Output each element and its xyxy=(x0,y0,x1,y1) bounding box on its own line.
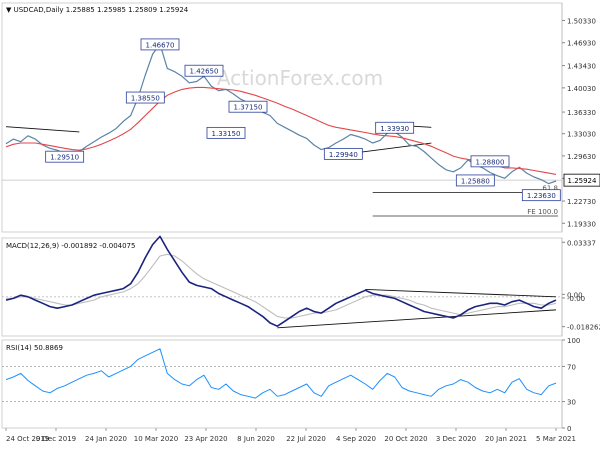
price-annotation-box xyxy=(323,147,363,160)
price-series-line xyxy=(5,43,557,185)
last-price-box xyxy=(563,173,600,187)
macd-panel-title: MACD(12,26,9) -0.001892 -0.004075 xyxy=(6,242,135,250)
macd-axis-tick-label: 0.00 xyxy=(567,291,583,299)
price-annotation-label: 1.33930 xyxy=(380,125,409,133)
x-tick-label: 8 Jun 2020 xyxy=(237,435,275,443)
price-annotation-box xyxy=(375,121,415,134)
price-annotation-label: 1.38550 xyxy=(131,95,160,103)
x-tick-label: 24 Jan 2020 xyxy=(85,435,127,443)
rsi-axis-tick-label: 100 xyxy=(567,337,580,345)
rsi-line xyxy=(5,348,557,399)
price-axis-tick-label: 1.46930 xyxy=(567,40,596,48)
x-tick-label: 10 Mar 2020 xyxy=(134,435,178,443)
macd-trendline xyxy=(365,289,557,298)
price-trendline xyxy=(350,142,432,154)
price-annotation-label: 1.46670 xyxy=(146,41,175,49)
panel-frame-3 xyxy=(1,339,563,429)
x-tick-label: 5 Mar 2021 xyxy=(536,435,576,443)
price-annotation-box xyxy=(125,91,165,104)
fibo-label: 61.8 xyxy=(542,184,558,192)
x-tick-label: 22 Jul 2020 xyxy=(286,435,326,443)
price-axis-tick-label: 1.29630 xyxy=(567,153,596,161)
x-tick-label: 23 Apr 2020 xyxy=(184,435,227,443)
ema-line xyxy=(5,86,557,175)
price-annotation-box xyxy=(455,174,495,187)
price-annotation-label: 1.28800 xyxy=(476,158,505,166)
price-annotation-label: 1.29510 xyxy=(50,154,79,162)
rsi-axis-tick-label: 0 xyxy=(567,425,571,433)
price-panel-title: ▼ USDCAD,Daily 1.25885 1.25985 1.25809 1… xyxy=(6,6,189,14)
x-tick-label: 24 Oct 2019 xyxy=(6,435,49,443)
last-price-label: 1.25924 xyxy=(568,177,597,185)
x-tick-label: 3 Dec 2020 xyxy=(436,435,476,443)
price-annotation-label: 1.42650 xyxy=(190,68,219,76)
price-axis-tick-label: 1.36330 xyxy=(567,109,596,117)
price-annotation-label: 1.37150 xyxy=(234,104,263,112)
watermark: ActionForex.com xyxy=(217,66,383,90)
price-annotation-box xyxy=(45,150,85,163)
macd-trendline xyxy=(277,309,557,329)
x-tick-label: 20 Jan 2021 xyxy=(485,435,527,443)
price-axis-tick-label: 1.50330 xyxy=(567,17,596,25)
price-trendline xyxy=(5,126,80,133)
fibo-label: FE 100.0 xyxy=(527,208,558,216)
price-annotation-label: 1.29940 xyxy=(329,151,358,159)
price-annotation-box xyxy=(206,126,246,139)
rsi-panel-title: RSI(14) 50.8869 xyxy=(6,344,63,352)
price-annotation-box xyxy=(470,155,510,168)
rsi-axis-tick-label: 30 xyxy=(567,399,576,407)
price-axis-tick-label: 1.19330 xyxy=(567,220,596,228)
price-axis-tick-label: 1.33030 xyxy=(567,131,596,139)
price-annotation-box xyxy=(140,38,180,51)
macd-axis-tick-label: -0.00 xyxy=(567,295,585,303)
macd-signal-line xyxy=(6,253,557,319)
price-annotation-box xyxy=(521,189,561,202)
x-tick-label: 20 Oct 2020 xyxy=(384,435,427,443)
price-annotation-label: 1.33150 xyxy=(212,130,241,138)
price-annotation-label: 1.23630 xyxy=(527,192,556,200)
rsi-axis-tick-label: 70 xyxy=(567,363,576,371)
panel-frame-2 xyxy=(1,237,563,337)
price-axis-tick-label: 1.22730 xyxy=(567,198,596,206)
x-tick-label: 9 Dec 2019 xyxy=(36,435,76,443)
price-annotation-box xyxy=(184,64,224,77)
price-annotation-label: 1.25880 xyxy=(461,177,490,185)
price-axis-tick-label: 1.43430 xyxy=(567,63,596,71)
price-annotation-box xyxy=(228,100,268,113)
macd-line xyxy=(5,235,557,328)
macd-axis-tick-label: -0.018262 xyxy=(567,324,600,332)
price-axis-tick-label: 1.40030 xyxy=(567,85,596,93)
macd-axis-tick-label: 0.03337 xyxy=(567,239,596,247)
x-tick-label: 4 Sep 2020 xyxy=(336,435,376,443)
panel-frame-1 xyxy=(1,2,563,233)
